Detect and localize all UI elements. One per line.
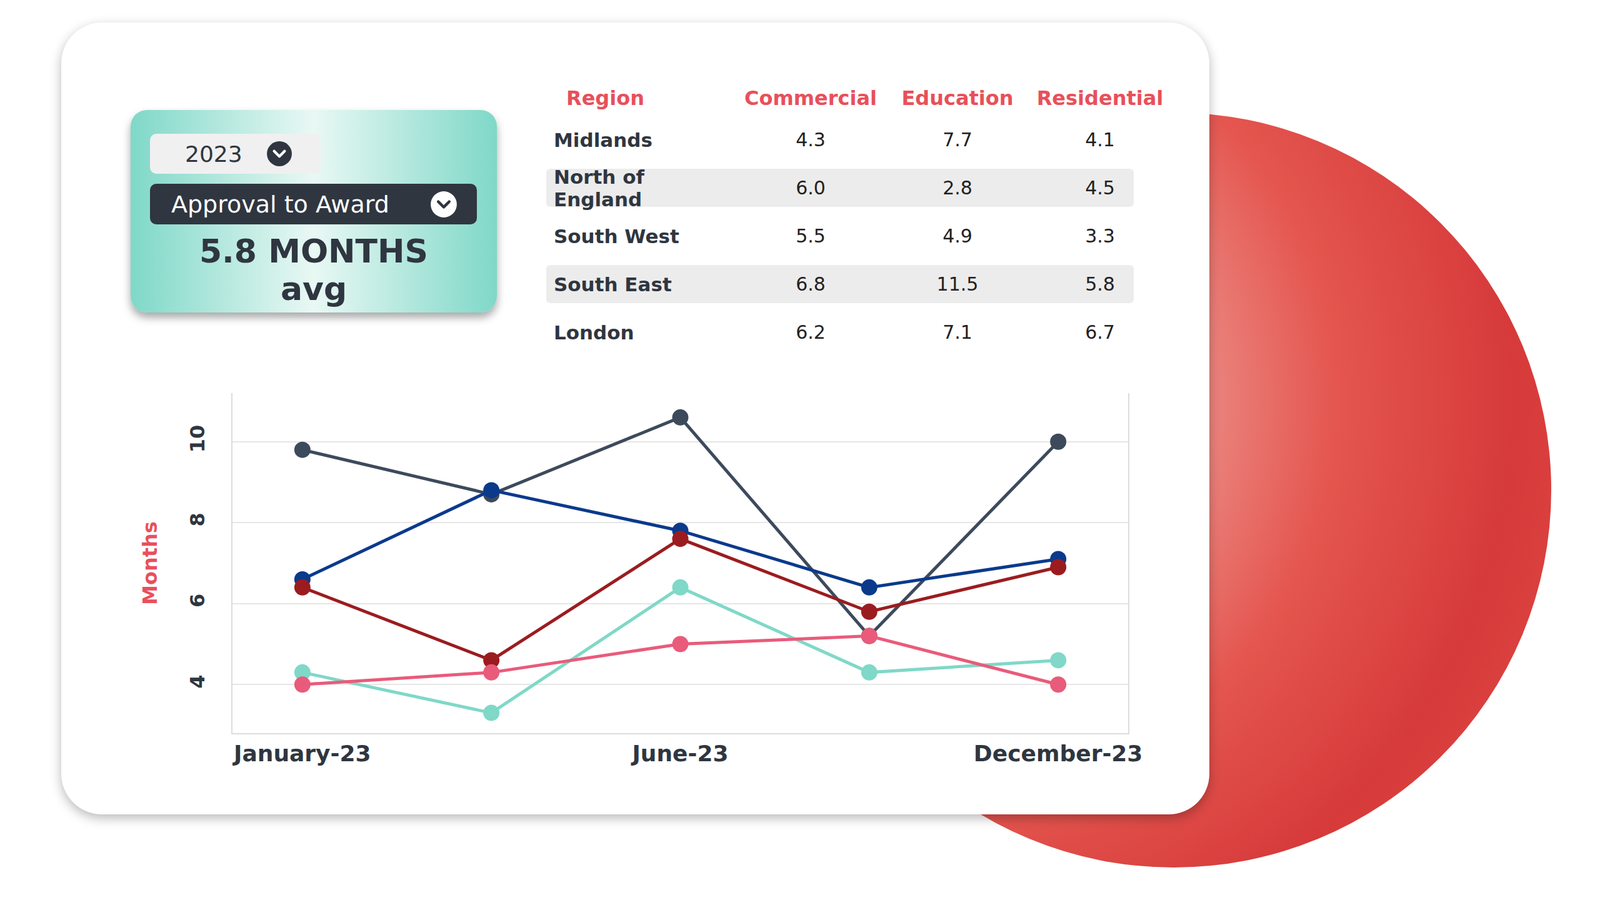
html-text:North of England: North of England [553, 165, 645, 211]
html-text:Approval to Award: Approval to Award [171, 190, 390, 218]
html-text:11.5: 11.5 [936, 273, 979, 295]
html-text:3.3: 3.3 [1085, 225, 1115, 247]
html-text:Commercial: Commercial [744, 85, 877, 110]
svg-text:6: 6 [185, 593, 210, 608]
html-text:7.7: 7.7 [942, 128, 973, 151]
svg-text:10: 10 [185, 425, 210, 454]
html-text:Education: Education [901, 85, 1014, 110]
html-text:4.3: 4.3 [795, 128, 826, 151]
html-text:avg: avg [280, 270, 347, 308]
html-text:7.1: 7.1 [942, 321, 973, 344]
html-text:South East: South East [553, 272, 672, 296]
svg-text:January-23: January-23 [231, 740, 372, 767]
svg-text:December-23: December-23 [973, 740, 1144, 767]
html-text:5.5: 5.5 [795, 225, 826, 247]
html-text:5.8 MONTHS: 5.8 MONTHS [199, 232, 429, 270]
svg-text:Months: Months [138, 521, 162, 605]
html-text:4.5: 4.5 [1085, 176, 1115, 199]
html-text:2023: 2023 [185, 140, 243, 167]
html-text:London: London [553, 320, 635, 344]
svg-text:4: 4 [185, 674, 210, 689]
html-text:2.8: 2.8 [942, 176, 973, 199]
svg-text:8: 8 [185, 512, 210, 527]
html-text:4.9: 4.9 [942, 225, 973, 247]
html-text:6.0: 6.0 [795, 176, 826, 199]
html-text:6.7: 6.7 [1085, 321, 1115, 344]
html-text:5.8: 5.8 [1085, 273, 1115, 295]
html-text:Residential: Residential [1036, 85, 1164, 110]
html-text:6.2: 6.2 [795, 321, 826, 344]
html-text:Midlands: Midlands [553, 128, 653, 151]
html-text:Region: Region [566, 85, 645, 110]
html-text:6.8: 6.8 [795, 273, 826, 295]
svg-text:June-23: June-23 [630, 740, 729, 767]
html-text:4.1: 4.1 [1085, 128, 1115, 151]
html-text:South West: South West [553, 224, 680, 248]
